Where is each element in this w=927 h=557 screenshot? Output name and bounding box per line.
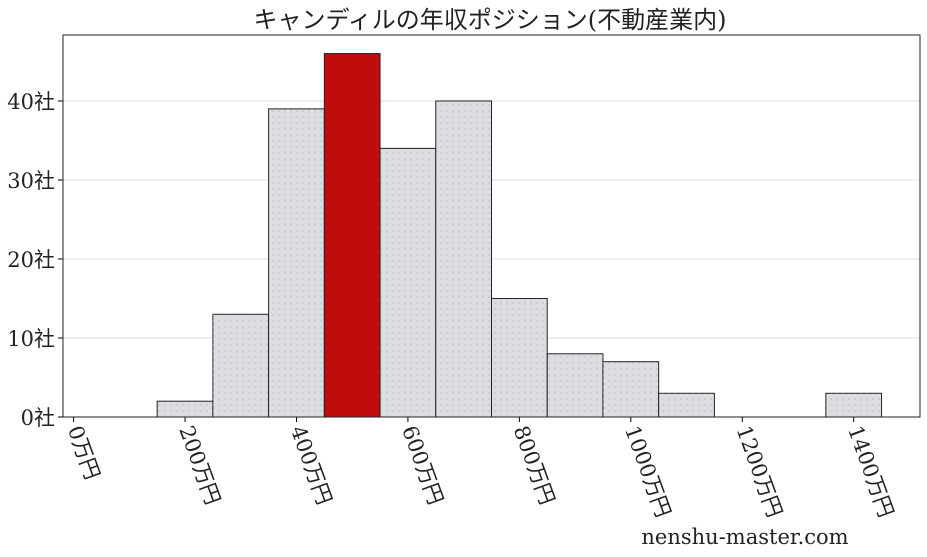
bar-texture [825,393,882,417]
y-tick-label: 0社 [21,406,55,430]
bar-texture [212,314,269,417]
bar-texture [658,393,715,417]
bar-texture [602,361,659,417]
bar-texture [435,100,492,418]
bar-texture [157,401,213,417]
bar-texture [491,298,548,417]
bar [323,53,381,418]
x-tick-label: 1000万円 [620,423,675,521]
bar-texture [268,108,325,417]
watermark: nenshu-master.com [641,525,848,549]
x-tick-label: 600万円 [397,423,448,508]
x-tick-label: 800万円 [509,423,560,508]
x-tick-label: 400万円 [286,423,337,508]
bar-texture [380,148,436,418]
y-tick-label: 10社 [7,327,55,351]
plot-frame [62,34,921,418]
y-tick-label: 30社 [7,169,55,193]
y-tick-label: 40社 [7,90,55,114]
x-tick-label: 0万円 [63,423,104,483]
y-tick-label: 20社 [7,248,55,272]
x-tick-label: 1200万円 [732,423,787,521]
bar-texture [547,353,603,417]
chart-title: キャンディルの年収ポジション(不動産業内) [253,6,726,34]
x-tick-label: 200万円 [174,423,225,508]
x-tick-label: 1400万円 [843,423,898,521]
